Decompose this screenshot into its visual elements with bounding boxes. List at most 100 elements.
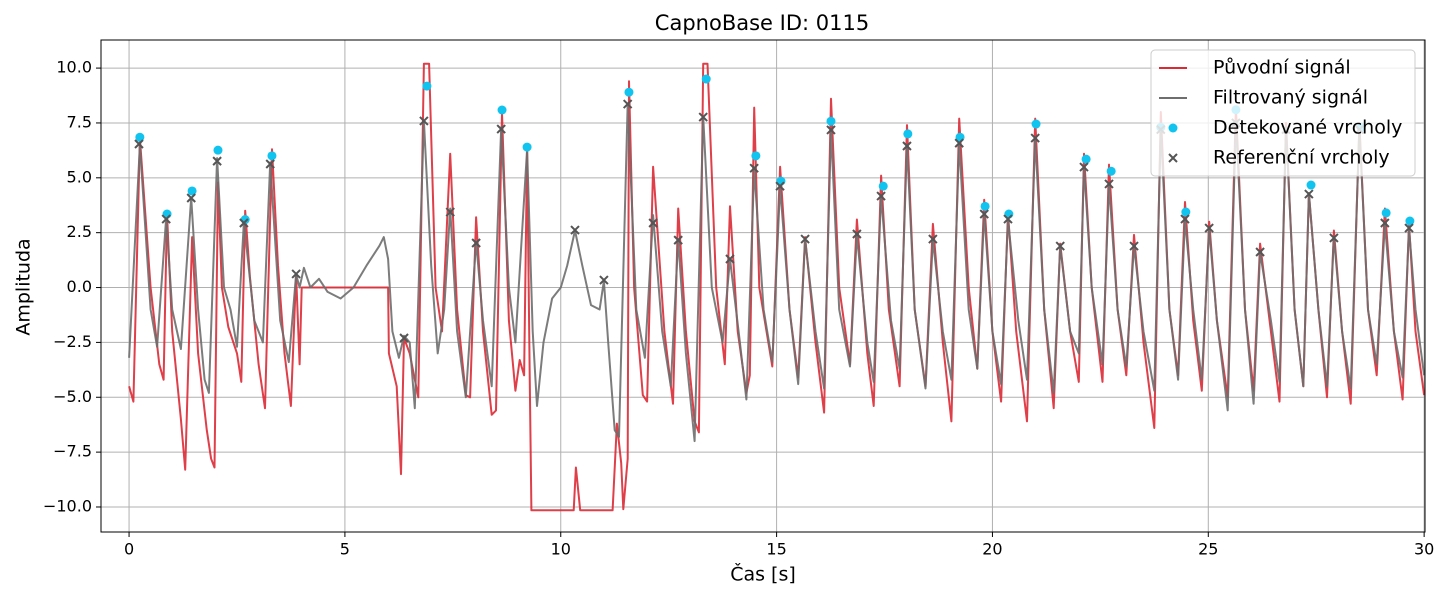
x-marker — [186, 193, 196, 203]
x-marker — [749, 163, 759, 173]
reference-peak — [1079, 162, 1089, 172]
reference-peak — [212, 156, 222, 166]
y-tick-label: 10.0 — [56, 58, 92, 77]
reference-peak — [186, 193, 196, 203]
x-tick-label: 0 — [124, 540, 134, 559]
x-tick-label: 20 — [982, 540, 1002, 559]
legend-label: Filtrovaný signál — [1213, 87, 1368, 109]
detected-peak — [267, 151, 277, 161]
y-tick-label: 7.5 — [67, 112, 92, 131]
x-marker — [1329, 233, 1339, 243]
x-tick-label: 10 — [551, 540, 571, 559]
reference-peak — [1329, 233, 1339, 243]
x-marker — [1255, 247, 1265, 257]
reference-peak — [979, 209, 989, 219]
reference-peak — [419, 116, 429, 126]
y-tick-label: −7.5 — [53, 442, 92, 461]
reference-peak — [1204, 223, 1214, 233]
x-marker — [648, 218, 658, 228]
x-marker — [1129, 241, 1139, 251]
reference-peak — [399, 333, 409, 343]
x-marker — [1180, 214, 1190, 224]
legend-label: Referenční vrcholy — [1213, 147, 1390, 169]
reference-peak — [265, 159, 275, 169]
y-axis-label: Amplituda — [13, 238, 35, 335]
reference-peak — [1255, 247, 1265, 257]
reference-peak — [496, 124, 506, 134]
y-tick-label: 0.0 — [67, 277, 92, 296]
reference-peak — [291, 269, 301, 279]
legend-label: Původní signál — [1213, 57, 1351, 79]
x-marker — [134, 139, 144, 149]
x-tick-label: 15 — [766, 540, 786, 559]
y-tick-label: −10.0 — [43, 496, 92, 515]
detected-peak — [1306, 180, 1316, 190]
detected-peak — [497, 105, 507, 115]
x-marker — [161, 214, 171, 224]
x-marker — [1104, 179, 1114, 189]
detected-peak — [187, 186, 197, 196]
reference-peak — [599, 275, 609, 285]
x-marker — [471, 238, 481, 248]
detected-peak — [522, 142, 532, 152]
x-marker — [673, 235, 683, 245]
reference-peak — [570, 225, 580, 235]
detected-peak — [1381, 208, 1391, 218]
reference-peak — [725, 254, 735, 264]
reference-peak — [826, 125, 836, 135]
reference-peak — [239, 218, 249, 228]
reference-peak — [1003, 214, 1013, 224]
x-marker — [599, 275, 609, 285]
detected-peak — [135, 132, 145, 142]
legend-frame — [1150, 49, 1416, 177]
signal-line — [128, 102, 1426, 443]
plot-frame — [100, 39, 1426, 533]
x-marker — [698, 112, 708, 122]
x-marker — [622, 99, 633, 109]
reference-peak — [876, 191, 886, 201]
reference-peak — [161, 214, 171, 224]
x-marker — [876, 191, 886, 201]
reference-peak — [1404, 223, 1414, 233]
x-marker — [979, 209, 989, 219]
chart-title: CapnoBase ID: 0115 — [655, 11, 869, 35]
reference-peak — [1055, 241, 1065, 251]
x-marker — [902, 141, 912, 151]
x-marker — [1204, 223, 1214, 233]
reference-peak — [902, 141, 912, 151]
x-marker — [496, 124, 506, 134]
reference-peak — [648, 218, 658, 228]
x-tick-label: 5 — [340, 540, 350, 559]
x-marker — [1380, 218, 1390, 228]
detected-peak — [1106, 166, 1116, 176]
x-marker — [291, 269, 301, 279]
x-marker — [1030, 133, 1040, 143]
reference-peak — [800, 234, 810, 244]
reference-peak — [134, 139, 144, 149]
reference-peak — [622, 99, 633, 109]
reference-peak — [775, 181, 785, 191]
x-tick-label: 30 — [1414, 540, 1434, 559]
x-marker — [1079, 162, 1089, 172]
reference-peak — [1129, 241, 1139, 251]
y-tick-label: 2.5 — [67, 222, 92, 241]
x-marker — [419, 116, 429, 126]
reference-peak — [749, 163, 759, 173]
detected-peak — [213, 145, 223, 155]
y-tick-label: 5.0 — [67, 167, 92, 186]
x-marker — [1055, 241, 1065, 251]
detected-peak — [1031, 119, 1041, 129]
reference-peak — [1380, 218, 1390, 228]
x-marker — [775, 181, 785, 191]
x-marker — [1003, 214, 1013, 224]
x-marker — [800, 234, 810, 244]
x-marker — [1404, 223, 1414, 233]
x-marker — [826, 125, 836, 135]
reference-peak — [1180, 214, 1190, 224]
reference-peak — [698, 112, 708, 122]
x-marker — [1304, 189, 1314, 199]
detected-peak — [422, 81, 432, 91]
reference-peak — [1304, 189, 1314, 199]
detected-peak — [980, 201, 990, 211]
